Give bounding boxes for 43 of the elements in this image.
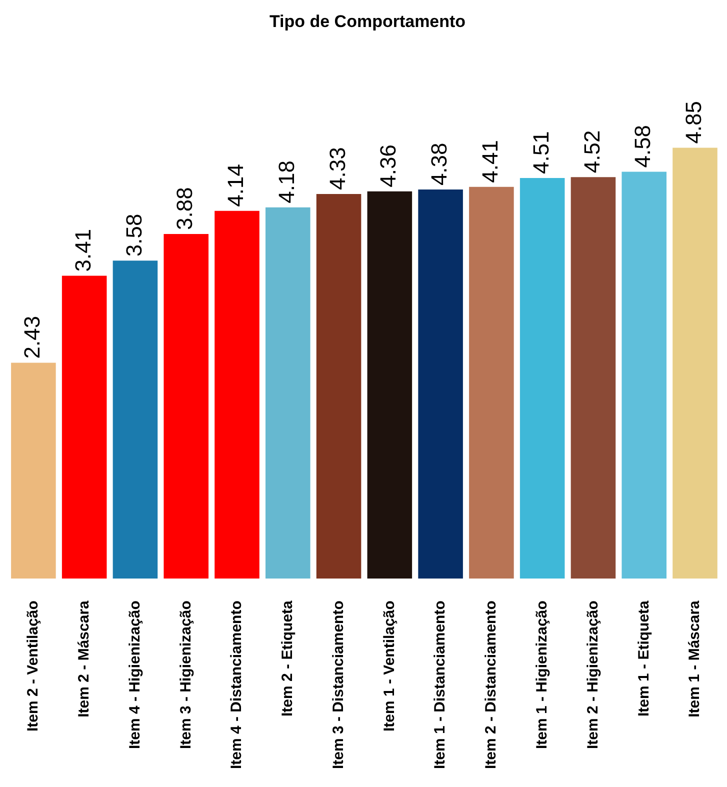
data-label: 4.33 xyxy=(324,147,350,190)
x-tick-label: Item 2 - Higienização xyxy=(584,600,602,749)
x-tick-label: Item 3 - Higienização xyxy=(177,600,194,749)
bar xyxy=(266,207,310,579)
x-tick-label: Item 1 - Máscara xyxy=(686,600,704,718)
data-label: 4.14 xyxy=(223,164,248,207)
data-label: 4.36 xyxy=(376,144,401,188)
bar xyxy=(622,172,666,579)
data-label: 4.41 xyxy=(478,140,503,183)
bar xyxy=(112,260,158,579)
x-tick-label: Item 2 - Etiqueta xyxy=(279,600,296,716)
x-tick-label: Item 4 - Higienização xyxy=(126,600,144,749)
bar xyxy=(520,178,565,579)
bar xyxy=(418,190,463,579)
bar xyxy=(11,362,56,579)
data-label: 3.58 xyxy=(121,214,146,257)
x-tick-label: Item 1 - Ventilação xyxy=(380,600,398,732)
x-tick-label: Item 2 - Ventilação xyxy=(24,600,42,732)
x-tick-label: Item 1 - Higienização xyxy=(533,600,550,749)
data-label: 4.18 xyxy=(274,160,299,204)
data-label: 2.43 xyxy=(20,316,45,359)
bar xyxy=(62,276,107,579)
x-tick-label: Item 1 - Etiqueta xyxy=(635,600,652,716)
x-tick-label: Item 2 - Máscara xyxy=(75,600,92,718)
data-label: 3.41 xyxy=(70,228,96,272)
data-label: 4.52 xyxy=(579,130,604,174)
data-label: 3.88 xyxy=(172,187,198,230)
bar xyxy=(570,177,616,579)
data-label: 4.38 xyxy=(426,142,452,186)
bar xyxy=(316,194,362,579)
chart-title: Tipo de Comportamento xyxy=(269,12,466,31)
data-label: 4.85 xyxy=(681,100,706,144)
x-tick-label: Item 2 - Distanciamento xyxy=(482,600,500,770)
bar xyxy=(469,186,514,579)
data-label: 4.51 xyxy=(528,131,554,174)
bar xyxy=(214,210,260,579)
x-tick-label: Item 1 - Distanciamento xyxy=(432,600,449,770)
bar xyxy=(367,191,412,579)
x-tick-label: Item 3 - Distanciamento xyxy=(330,600,347,770)
bar xyxy=(164,234,208,579)
bar xyxy=(672,148,718,579)
data-label: 4.58 xyxy=(630,124,656,168)
x-tick-label: Item 4 - Distanciamento xyxy=(228,600,246,770)
